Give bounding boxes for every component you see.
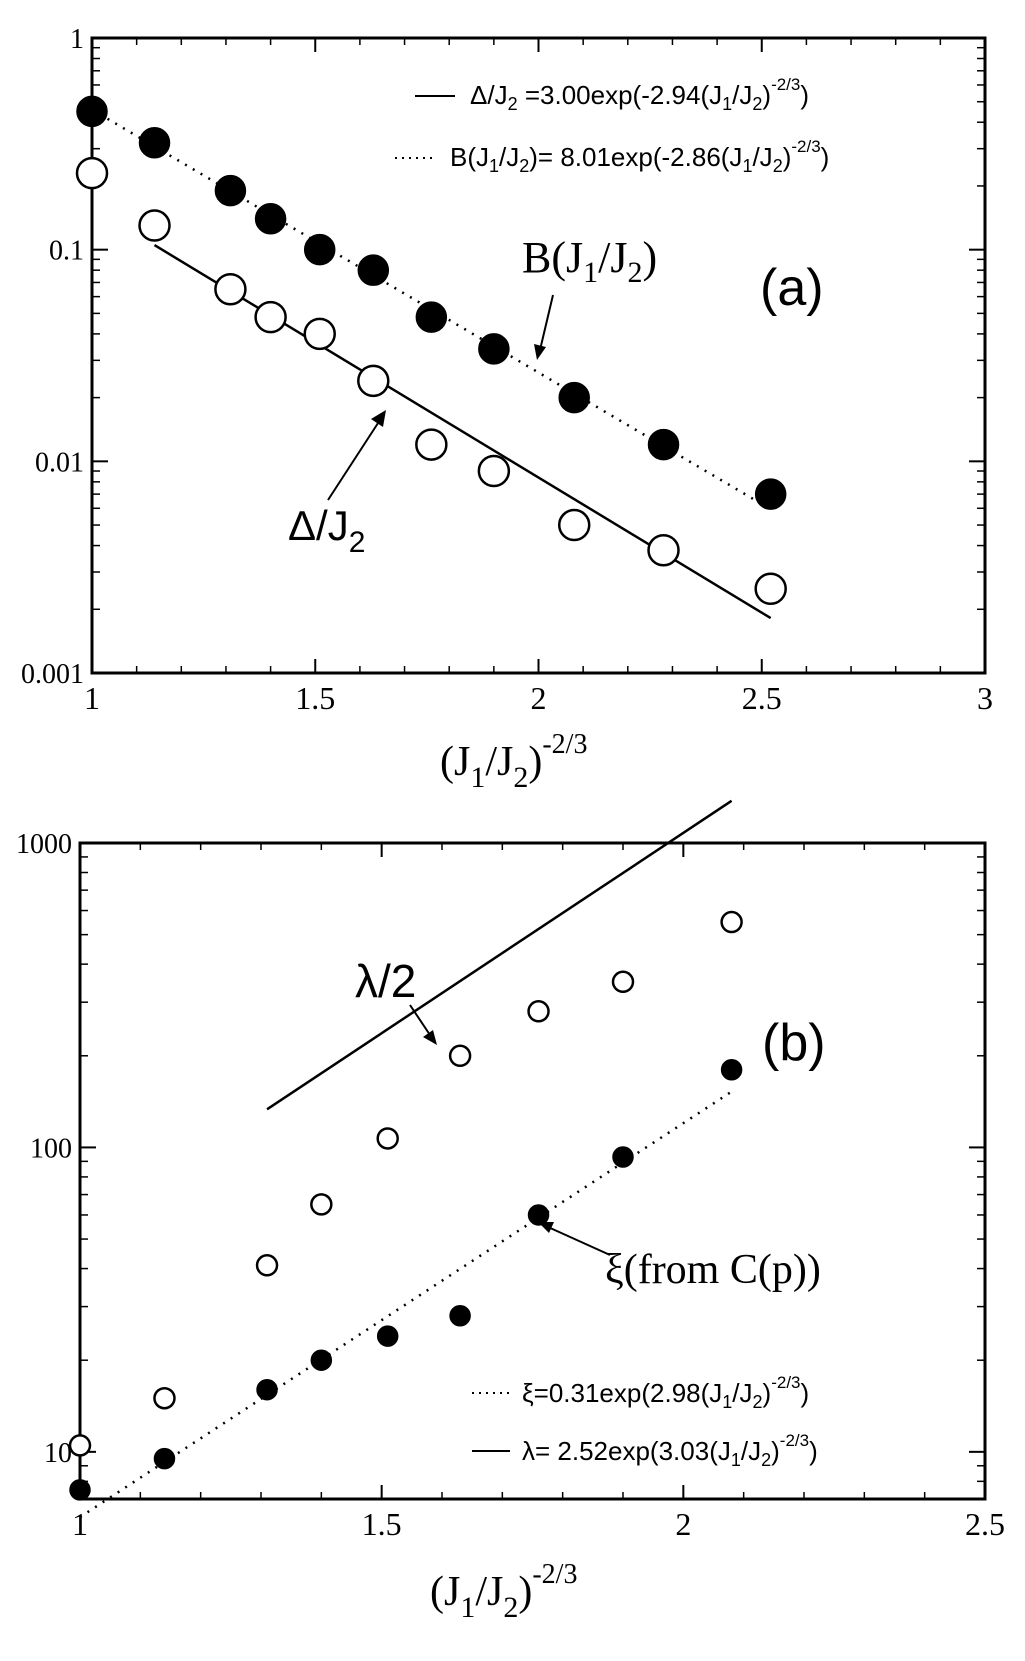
panel-label-a: (a) (760, 259, 824, 317)
legend: ξ=0.31exp(2.98(J1/J2)-2/3) λ= 2.52exp(3.… (472, 1373, 818, 1470)
y-tick-label: 1000 (16, 829, 72, 860)
y-tick-label: 10 (44, 1438, 72, 1469)
filled-point (558, 381, 590, 414)
filled-point (76, 95, 108, 128)
filled-point (720, 1058, 743, 1081)
open-point (153, 1386, 176, 1410)
open-point (376, 1127, 399, 1150)
y-tick-label: 100 (30, 1133, 72, 1164)
open-point (527, 1000, 550, 1023)
open-point (720, 910, 743, 934)
x-tick-label: 1.5 (295, 680, 335, 716)
filled-point (478, 333, 510, 365)
legend-label-b-fit: B(J1/J2)= 8.01exp(-2.86(J1/J2)-2/3) (450, 137, 829, 176)
filled-point (69, 1479, 91, 1501)
x-tick-label: 1 (72, 1506, 88, 1542)
filled-point (647, 428, 680, 461)
y-tick-label: 1 (70, 24, 84, 55)
open-point (68, 1434, 92, 1457)
legend-label-delta-fit: Δ/J2 =3.00exp(-2.94(J1/J2)-2/3) (470, 75, 809, 114)
open-point (611, 970, 635, 994)
annotation-b: B(J1/J2) (522, 233, 657, 289)
x-tick-label: 2 (675, 1506, 691, 1542)
open-point (647, 534, 680, 567)
open-point (477, 454, 511, 488)
annotation-delta: Δ/J2 (288, 502, 365, 559)
arrow-xi (538, 1222, 611, 1256)
fit-line-1 (266, 799, 733, 1111)
panel-b: 1 1.5 2 2.5 10 100 1000 λ/2 ξ(from C(p)) (b) ξ… (16, 799, 1005, 1624)
legend: Δ/J2 =3.00exp(-2.94(J1/J2)-2/3) B(J1/J2)… (395, 75, 829, 176)
panel-label-b: (b) (762, 1014, 826, 1072)
filled-point (612, 1146, 634, 1168)
filled-point (303, 233, 336, 266)
x-tick-label: 1.5 (362, 1506, 402, 1542)
open-point (75, 156, 109, 190)
panel-a: 1 1.5 2 2.5 3 0.001 0.01 0.1 1 Δ/J2 =3.00exp(-2.… (21, 24, 993, 794)
legend-label-lambda-fit: λ= 2.52exp(3.03(J1/J2)-2/3) (522, 1431, 818, 1470)
filled-point (527, 1204, 550, 1226)
fit-line-0 (153, 244, 772, 620)
x-tick-label: 2.5 (742, 680, 782, 716)
open-point (557, 508, 591, 542)
arrow-b (534, 294, 554, 360)
arrow-delta (327, 410, 386, 501)
tick-labels: 1 1.5 2 2.5 10 100 1000 (16, 829, 1005, 1542)
open-point (255, 1254, 279, 1277)
open-point (754, 572, 787, 606)
y-tick-label: 0.1 (49, 236, 84, 267)
filled-point (153, 1447, 176, 1470)
filled-point (254, 202, 287, 235)
filled-point (214, 174, 247, 207)
legend-label-xi-fit: ξ=0.31exp(2.98(J1/J2)-2/3) (522, 1373, 809, 1412)
x-tick-label: 2 (531, 680, 547, 716)
filled-point (376, 1325, 399, 1347)
data-points (75, 95, 787, 606)
plot-frame (78, 841, 987, 1501)
x-axis-label-a: (J1/J2)-2/3 (440, 729, 587, 794)
annotation-lambda: λ/2 (355, 955, 416, 1007)
open-point (310, 1193, 333, 1216)
x-tick-label: 1 (84, 680, 100, 716)
filled-point (415, 301, 448, 333)
filled-point (256, 1378, 278, 1401)
open-point (254, 300, 287, 334)
fit-lines (79, 799, 733, 1519)
open-point (357, 364, 390, 398)
filled-point (449, 1304, 471, 1327)
open-point (214, 273, 247, 306)
x-axis-label-b: (J1/J2)-2/3 (430, 1559, 577, 1624)
x-tick-label: 3 (977, 680, 993, 716)
y-tick-label: 0.001 (21, 659, 84, 690)
tick-marks (91, 37, 986, 674)
tick-marks (79, 842, 986, 1500)
annotation-xi: ξ(from C(p)) (605, 1247, 821, 1293)
open-point (303, 317, 336, 351)
arrow-lambda (409, 1004, 437, 1045)
filled-point (310, 1349, 333, 1371)
data-points (68, 910, 743, 1501)
open-point (415, 428, 448, 461)
open-point (138, 209, 171, 242)
filled-point (357, 254, 390, 286)
y-tick-label: 0.01 (35, 447, 84, 478)
x-tick-label: 2.5 (965, 1506, 1005, 1542)
tick-labels: 1 1.5 2 2.5 3 0.001 0.01 0.1 1 (21, 24, 993, 716)
filled-point (138, 126, 171, 159)
filled-point (754, 478, 787, 510)
open-point (448, 1044, 472, 1068)
